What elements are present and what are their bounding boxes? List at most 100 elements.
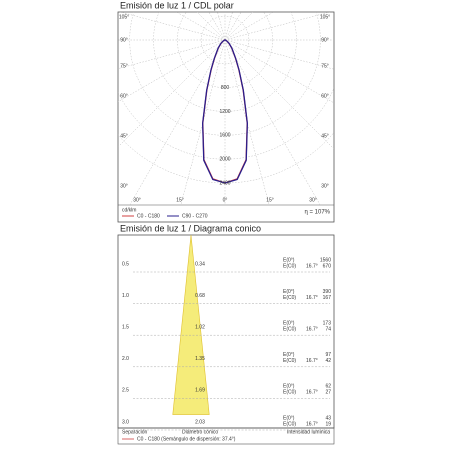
cone-title: Emisión de luz 1 / Diagrama conico [120, 223, 261, 233]
footer-intensity: Intensidad lumínica [287, 429, 330, 435]
angle-label: 15° [266, 197, 274, 203]
angle-label: 90° [321, 37, 329, 43]
angle-label: 75° [321, 63, 329, 69]
angle-label: 45° [120, 133, 128, 139]
ec0-label: E(C0) [283, 421, 296, 427]
radial-line [224, 12, 331, 41]
polar-plot [118, 12, 334, 205]
e0-label: E(0°) [283, 415, 295, 421]
e0-value: 390 [323, 289, 332, 295]
grid-circle [200, 15, 250, 65]
cone-plot: 0.5 0.34 E(0°) 1560 E(C0) 16.7° 670 1.0 0.68 E(0°… [122, 234, 332, 431]
footer-diameter: Diámetro cónico [182, 429, 218, 435]
diameter: 1.35 [195, 356, 205, 362]
radial-tick-label: 2400 [219, 180, 230, 186]
distance: 1.5 [122, 325, 129, 331]
ec0-label: E(C0) [283, 295, 296, 301]
e0-value: 43 [325, 415, 331, 421]
footer-separation: Separación [122, 429, 148, 435]
ec0-value: 670 [323, 263, 332, 269]
diameter: 1.02 [195, 325, 205, 331]
distance: 3.0 [122, 419, 129, 425]
footer-note: C0 - C180 (Semángulo de dispersión: 37.4… [137, 436, 236, 442]
e0-value: 1560 [320, 257, 331, 263]
legend-label: C0 - C180 [137, 213, 160, 219]
grid-circle [129, 12, 321, 136]
radial-line [224, 39, 334, 104]
distance: 2.5 [122, 388, 129, 394]
diameter: 1.69 [195, 388, 205, 394]
ec0-value: 42 [325, 358, 331, 364]
angle-label: 90° [120, 37, 128, 43]
angle: 16.7° [306, 421, 318, 427]
angle: 16.7° [306, 327, 318, 333]
cone-footer-frame [117, 427, 335, 445]
angle-label: 105° [119, 14, 129, 20]
polar-frame [117, 11, 335, 223]
radial-line [224, 12, 233, 41]
distance: 0.5 [122, 261, 129, 267]
radial-line [180, 39, 226, 205]
angle-label: 105° [320, 14, 330, 20]
angle: 16.7° [306, 390, 318, 396]
diameter: 0.68 [195, 293, 205, 299]
radial-line [224, 12, 274, 41]
efficiency: η = 107% [304, 210, 330, 216]
radial-line [118, 39, 226, 69]
radial-line [224, 39, 321, 205]
radial-line [224, 12, 254, 41]
unit-label: cd/klm [122, 207, 136, 213]
e0-label: E(0°) [283, 257, 295, 263]
ec0-label: E(C0) [283, 263, 296, 269]
light-cone [172, 234, 210, 415]
radial-line [118, 39, 226, 148]
e0-label: E(0°) [283, 352, 295, 358]
e0-label: E(0°) [283, 289, 295, 295]
diameter: 0.34 [195, 261, 205, 267]
radial-line [118, 39, 226, 103]
ec0-label: E(C0) [283, 327, 296, 333]
ec0-label: E(C0) [283, 358, 296, 364]
ec0-value: 74 [325, 327, 331, 333]
ec0-value: 167 [323, 295, 332, 301]
angle-label: 75° [120, 63, 128, 69]
angle-label: 0° [223, 197, 228, 203]
ec0-value: 19 [325, 421, 331, 427]
e0-value: 173 [323, 321, 332, 327]
angle: 16.7° [306, 295, 318, 301]
ec0-value: 27 [325, 390, 331, 396]
angle-label: 15° [176, 197, 184, 203]
distance: 2.0 [122, 356, 129, 362]
e0-value: 62 [325, 384, 331, 390]
ec0-label: E(C0) [283, 390, 296, 396]
e0-label: E(0°) [283, 321, 295, 327]
angle-label: 30° [133, 197, 141, 203]
angle-label: 30° [309, 197, 317, 203]
radial-tick-label: 2000 [219, 156, 230, 162]
cone-frame [117, 234, 335, 429]
angle-label: 30° [321, 183, 329, 189]
intensity-curve [201, 39, 249, 184]
diameter: 2.03 [195, 419, 205, 425]
legend-label: C90 - C270 [182, 213, 208, 219]
radial-line [224, 12, 242, 41]
distance: 1.0 [122, 293, 129, 299]
angle-label: 60° [321, 93, 329, 99]
angle: 16.7° [306, 263, 318, 269]
polar-title: Emisión de luz 1 / CDL polar [120, 0, 234, 10]
e0-label: E(0°) [283, 384, 295, 390]
angle: 16.7° [306, 358, 318, 364]
angle-label: 45° [321, 133, 329, 139]
grid-circle [118, 87, 334, 160]
radial-tick-label: 1600 [219, 133, 230, 139]
radial-line [224, 39, 334, 150]
grid-circle [177, 12, 273, 88]
grid-circle [153, 12, 297, 112]
radial-tick-label: 800 [221, 85, 230, 91]
radial-line [224, 39, 334, 70]
angle-label: 30° [120, 183, 128, 189]
angle-label: 60° [120, 93, 128, 99]
radial-line [129, 39, 226, 205]
e0-value: 97 [325, 352, 331, 358]
